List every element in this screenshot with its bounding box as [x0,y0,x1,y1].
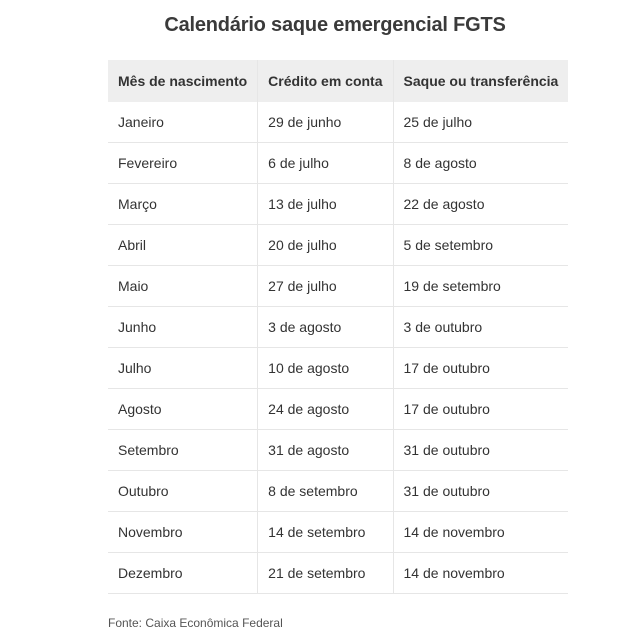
credit-date-cell: 13 de julho [257,183,394,225]
credit-date-cell: 24 de agosto [257,388,394,430]
withdrawal-date-cell: 5 de setembro [392,224,569,266]
table-row: Março 13 de julho 22 de agosto [108,183,569,225]
birth-month-cell: Outubro [108,470,258,512]
withdrawal-date-cell: 8 de agosto [392,142,569,184]
birth-month-cell: Julho [108,347,258,389]
credit-date-cell: 3 de agosto [257,306,394,348]
credit-date-cell: 31 de agosto [257,429,394,471]
table-row: Agosto 24 de agosto 17 de outubro [108,388,569,430]
withdrawal-date-cell: 14 de novembro [392,552,569,594]
table-row: Julho 10 de agosto 17 de outubro [108,347,569,389]
table-header: Mês de nascimento Crédito em conta Saque… [108,60,569,102]
birth-month-cell: Junho [108,306,258,348]
credit-date-cell: 10 de agosto [257,347,394,389]
table-row: Janeiro 29 de junho 25 de julho [108,102,569,143]
birth-month-cell: Janeiro [108,102,258,143]
withdrawal-date-cell: 22 de agosto [392,183,569,225]
table-row: Fevereiro 6 de julho 8 de agosto [108,142,569,184]
credit-date-cell: 6 de julho [257,142,394,184]
table-row: Outubro 8 de setembro 31 de outubro [108,470,569,512]
source-note: Fonte: Caixa Econômica Federal [108,616,283,630]
column-header-credit: Crédito em conta [257,60,394,102]
withdrawal-date-cell: 19 de setembro [392,265,569,307]
table-row: Setembro 31 de agosto 31 de outubro [108,429,569,471]
withdrawal-date-cell: 17 de outubro [392,347,569,389]
birth-month-cell: Maio [108,265,258,307]
birth-month-cell: Setembro [108,429,258,471]
table-row: Maio 27 de julho 19 de setembro [108,265,569,307]
birth-month-cell: Novembro [108,511,258,553]
table-row: Dezembro 21 de setembro 14 de novembro [108,552,569,594]
table-header-row: Mês de nascimento Crédito em conta Saque… [108,60,569,102]
birth-month-cell: Agosto [108,388,258,430]
credit-date-cell: 14 de setembro [257,511,394,553]
page-title: Calendário saque emergencial FGTS [164,14,506,36]
birth-month-cell: Março [108,183,258,225]
column-header-withdrawal: Saque ou transferência [392,60,569,102]
table-body: Janeiro 29 de junho 25 de julho Fevereiro 6 … [108,102,569,594]
credit-date-cell: 27 de julho [257,265,394,307]
credit-date-cell: 29 de junho [257,102,394,143]
column-header-birth-month: Mês de nascimento [108,60,258,102]
birth-month-cell: Dezembro [108,552,258,594]
withdrawal-date-cell: 14 de novembro [392,511,569,553]
withdrawal-date-cell: 17 de outubro [392,388,569,430]
credit-date-cell: 8 de setembro [257,470,394,512]
birth-month-cell: Fevereiro [108,142,258,184]
calendar-table: Mês de nascimento Crédito em conta Saque… [108,60,569,594]
withdrawal-date-cell: 31 de outubro [392,470,569,512]
withdrawal-date-cell: 25 de julho [392,102,569,143]
withdrawal-date-cell: 3 de outubro [392,306,569,348]
credit-date-cell: 21 de setembro [257,552,394,594]
birth-month-cell: Abril [108,224,258,266]
table-row: Novembro 14 de setembro 14 de novembro [108,511,569,553]
withdrawal-date-cell: 31 de outubro [392,429,569,471]
credit-date-cell: 20 de julho [257,224,394,266]
table-row: Junho 3 de agosto 3 de outubro [108,306,569,348]
table-row: Abril 20 de julho 5 de setembro [108,224,569,266]
